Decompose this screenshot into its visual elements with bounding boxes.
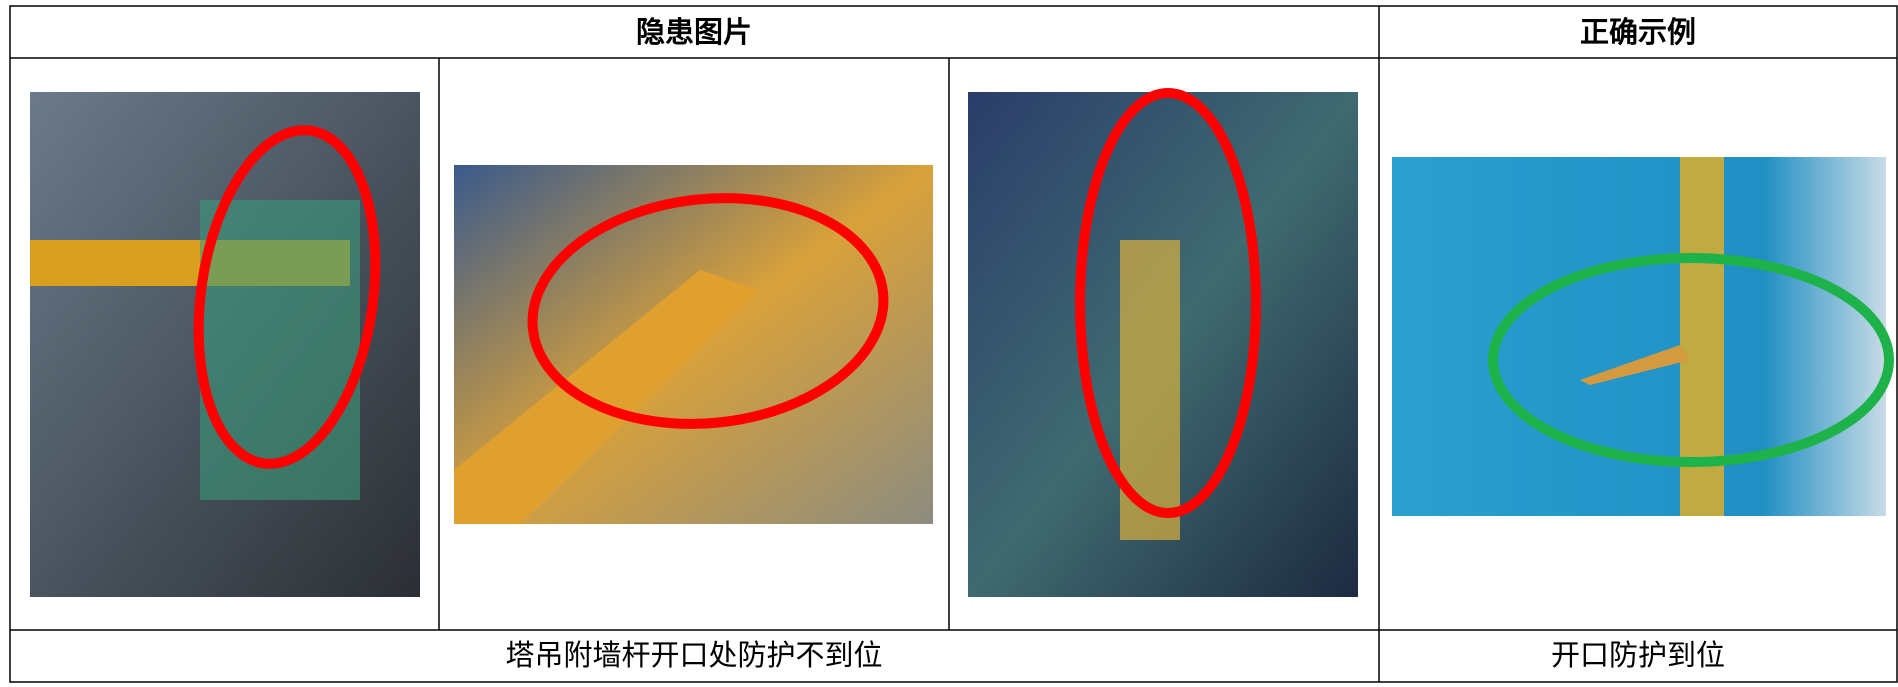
header-cell: 正确示例 [1580,15,1696,49]
grid-lines [9,5,1898,683]
footer-cell: 塔吊附墙杆开口处防护不到位 [505,638,882,672]
footer-cell: 开口防护到位 [1551,638,1725,672]
photo-1 [30,92,420,597]
photo-3 [968,88,1358,597]
header-cell: 隐患图片 [636,15,752,49]
photo-4 [1392,157,1894,516]
photo-2 [454,165,933,524]
